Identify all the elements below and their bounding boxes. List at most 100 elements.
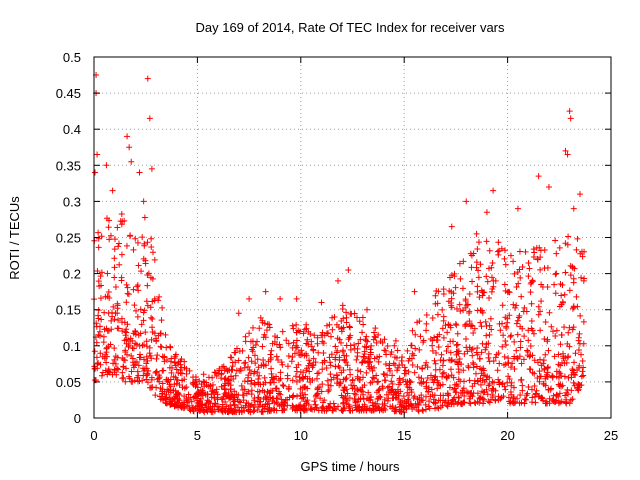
data-point xyxy=(411,288,418,295)
data-point xyxy=(312,393,319,400)
data-point xyxy=(448,300,455,307)
data-point xyxy=(136,169,143,176)
data-point xyxy=(529,399,536,406)
data-point xyxy=(278,396,285,403)
data-point xyxy=(268,365,275,372)
data-point xyxy=(498,245,505,252)
axis-ticks: 0 5 10 15 20 25 0 0.05 0.1 0.15 0.2 0.25 0.3 0.35 0.4 0… xyxy=(56,50,619,443)
data-point xyxy=(165,377,172,384)
data-point xyxy=(546,309,553,316)
data-point xyxy=(137,306,144,313)
data-point xyxy=(538,281,545,288)
data-point xyxy=(511,365,518,372)
data-point xyxy=(373,339,380,346)
data-point xyxy=(404,347,411,354)
data-point xyxy=(380,370,387,377)
data-point xyxy=(154,352,161,359)
data-point xyxy=(524,390,531,397)
data-point xyxy=(138,321,145,328)
data-point xyxy=(112,353,119,360)
data-point xyxy=(483,386,490,393)
data-point xyxy=(412,345,419,352)
data-point xyxy=(281,406,288,413)
data-point xyxy=(96,283,103,290)
data-point xyxy=(397,388,404,395)
data-point xyxy=(357,336,364,343)
data-point xyxy=(119,375,126,382)
data-point xyxy=(261,374,268,381)
data-point xyxy=(135,372,142,379)
data-point xyxy=(430,379,437,386)
data-point xyxy=(246,330,253,337)
data-point xyxy=(319,407,326,414)
data-point xyxy=(469,352,476,359)
data-point xyxy=(284,372,291,379)
data-point xyxy=(434,404,441,411)
data-point xyxy=(121,217,128,224)
data-point xyxy=(340,406,347,413)
data-point xyxy=(404,383,411,390)
data-point xyxy=(535,303,542,310)
data-point xyxy=(434,300,441,307)
data-point xyxy=(278,359,285,366)
data-point xyxy=(292,373,299,380)
data-point xyxy=(339,400,346,407)
data-point xyxy=(238,382,245,389)
data-point xyxy=(329,326,336,333)
data-point xyxy=(451,273,458,280)
data-point xyxy=(336,336,343,343)
data-point xyxy=(407,378,414,385)
data-point xyxy=(490,277,497,284)
data-point xyxy=(557,370,564,377)
data-point xyxy=(310,355,317,362)
data-point xyxy=(254,338,261,345)
data-point xyxy=(377,338,384,345)
plot-frame xyxy=(93,56,612,419)
data-point xyxy=(549,396,556,403)
y-tick-label: 0.25 xyxy=(56,231,81,246)
data-point xyxy=(562,269,569,276)
data-point xyxy=(477,261,484,268)
data-point xyxy=(279,361,286,368)
data-point xyxy=(357,396,364,403)
data-point xyxy=(255,394,262,401)
data-point xyxy=(466,309,473,316)
data-point xyxy=(273,399,280,406)
data-point xyxy=(450,386,457,393)
data-point xyxy=(509,399,516,406)
data-point xyxy=(262,288,269,295)
data-point xyxy=(242,359,249,366)
data-point xyxy=(373,403,380,410)
data-point xyxy=(308,405,315,412)
data-point xyxy=(429,315,436,322)
data-point xyxy=(134,368,141,375)
data-point xyxy=(565,374,572,381)
data-point xyxy=(111,345,118,352)
data-point xyxy=(452,320,459,327)
data-point xyxy=(443,402,450,409)
data-point xyxy=(516,312,523,319)
data-point xyxy=(310,347,317,354)
data-point xyxy=(414,319,421,326)
data-point xyxy=(157,385,164,392)
data-point xyxy=(111,274,118,281)
data-point xyxy=(232,349,239,356)
data-point xyxy=(282,397,289,404)
data-point xyxy=(578,351,585,358)
data-point xyxy=(456,301,463,308)
data-point xyxy=(103,162,110,169)
data-point xyxy=(94,151,101,158)
data-point xyxy=(406,355,413,362)
data-point xyxy=(97,273,104,280)
data-point xyxy=(564,391,571,398)
data-point xyxy=(251,394,258,401)
data-point xyxy=(158,317,165,324)
data-point xyxy=(232,372,239,379)
data-point xyxy=(226,407,233,414)
data-point xyxy=(463,388,470,395)
data-point xyxy=(540,397,547,404)
data-point xyxy=(219,405,226,412)
data-point xyxy=(172,374,179,381)
data-point xyxy=(545,386,552,393)
